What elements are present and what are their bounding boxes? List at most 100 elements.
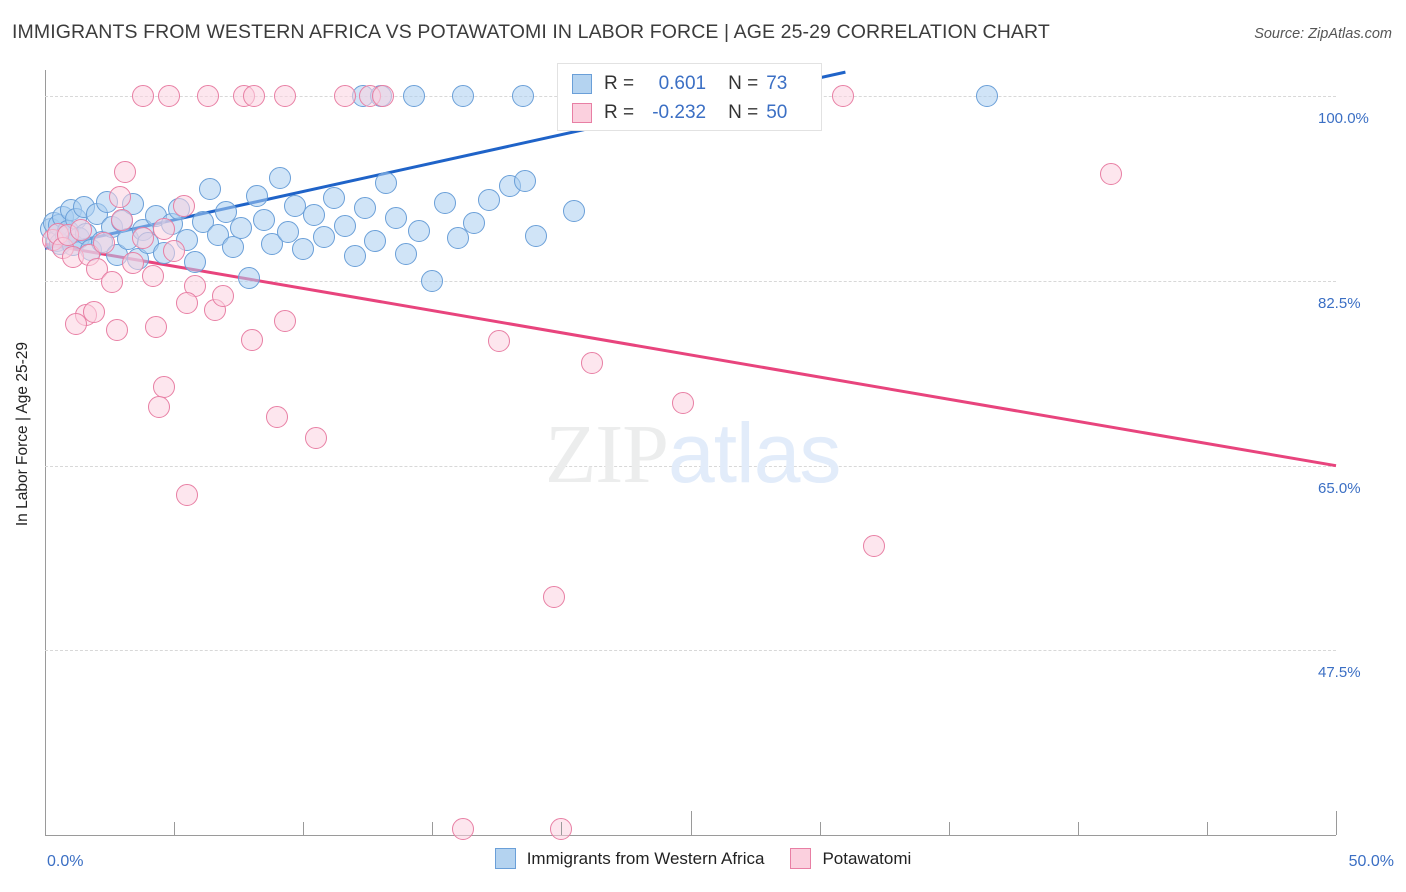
series-legend: Immigrants from Western Africa Potawatom… bbox=[0, 848, 1406, 869]
data-point[interactable] bbox=[191, 210, 214, 233]
data-point[interactable] bbox=[976, 85, 999, 108]
data-point[interactable] bbox=[132, 85, 155, 108]
data-point[interactable] bbox=[106, 318, 129, 341]
data-point[interactable] bbox=[145, 316, 168, 339]
data-point[interactable] bbox=[230, 217, 253, 240]
data-point[interactable] bbox=[563, 200, 586, 223]
data-point[interactable] bbox=[199, 178, 222, 201]
data-point[interactable] bbox=[253, 208, 276, 231]
data-point[interactable] bbox=[261, 233, 284, 256]
data-point[interactable] bbox=[83, 300, 106, 323]
data-point[interactable] bbox=[488, 330, 511, 353]
pink-n-label: N = bbox=[728, 101, 759, 123]
data-point[interactable] bbox=[196, 85, 219, 108]
data-point[interactable] bbox=[542, 585, 565, 608]
data-point[interactable] bbox=[305, 427, 328, 450]
data-point[interactable] bbox=[323, 186, 346, 209]
data-point[interactable] bbox=[452, 817, 475, 840]
x-axis-tick bbox=[45, 811, 46, 835]
data-point[interactable] bbox=[434, 191, 457, 214]
x-axis-tick bbox=[1206, 822, 1208, 835]
data-point[interactable] bbox=[333, 215, 356, 238]
legend-pink-swatch bbox=[790, 848, 812, 869]
data-point[interactable] bbox=[478, 188, 501, 211]
data-point[interactable] bbox=[183, 251, 206, 274]
data-point[interactable] bbox=[111, 208, 134, 231]
data-point[interactable] bbox=[176, 484, 198, 507]
data-point[interactable] bbox=[121, 252, 144, 275]
data-point[interactable] bbox=[276, 221, 299, 244]
data-point[interactable] bbox=[93, 232, 116, 255]
trend-line-pink bbox=[44, 242, 1337, 468]
y-axis-tick-label: 82.5% bbox=[1318, 295, 1361, 313]
data-point[interactable] bbox=[421, 270, 444, 293]
data-point[interactable] bbox=[354, 197, 377, 220]
trend-lines bbox=[44, 70, 1337, 468]
data-point[interactable] bbox=[142, 264, 165, 287]
pink-series-swatch bbox=[572, 102, 592, 123]
data-point[interactable] bbox=[245, 184, 268, 207]
pink-r-label: R = bbox=[604, 101, 635, 123]
data-point[interactable] bbox=[243, 85, 266, 108]
x-axis-max-label: 50.0% bbox=[1348, 853, 1394, 870]
legend-item-blue[interactable]: Immigrants from Western Africa bbox=[494, 848, 764, 869]
data-point[interactable] bbox=[408, 220, 431, 243]
data-point[interactable] bbox=[671, 392, 694, 415]
data-point[interactable] bbox=[240, 329, 263, 352]
data-point[interactable] bbox=[395, 242, 418, 265]
blue-n-label: N = bbox=[728, 72, 759, 94]
gridline bbox=[45, 465, 1336, 467]
stats-row-pink: R = -0.232 N = 50 bbox=[572, 98, 821, 127]
data-point[interactable] bbox=[147, 395, 170, 418]
data-point[interactable] bbox=[372, 85, 395, 108]
legend-pink-label: Potawatomi bbox=[822, 848, 912, 868]
data-point[interactable] bbox=[132, 226, 155, 249]
data-point[interactable] bbox=[108, 185, 131, 208]
plot-area bbox=[40, 70, 1337, 840]
data-point[interactable] bbox=[70, 219, 93, 242]
data-point[interactable] bbox=[152, 375, 175, 398]
data-point[interactable] bbox=[64, 313, 87, 336]
legend-item-pink[interactable]: Potawatomi bbox=[790, 848, 911, 869]
data-point[interactable] bbox=[333, 85, 356, 108]
data-point[interactable] bbox=[312, 225, 335, 248]
data-point[interactable] bbox=[374, 171, 397, 194]
data-point[interactable] bbox=[462, 212, 485, 234]
data-point[interactable] bbox=[237, 266, 260, 289]
x-axis-line bbox=[45, 835, 1336, 836]
data-point[interactable] bbox=[831, 85, 854, 108]
data-point[interactable] bbox=[447, 226, 470, 249]
data-point[interactable] bbox=[114, 161, 137, 184]
data-point[interactable] bbox=[152, 218, 175, 241]
data-point[interactable] bbox=[274, 310, 297, 333]
page-title: IMMIGRANTS FROM WESTERN AFRICA VS POTAWA… bbox=[12, 21, 1050, 43]
data-point[interactable] bbox=[266, 406, 289, 429]
data-point[interactable] bbox=[385, 206, 408, 229]
data-point[interactable] bbox=[176, 292, 198, 315]
data-point[interactable] bbox=[524, 224, 547, 247]
data-point[interactable] bbox=[274, 85, 297, 108]
data-point[interactable] bbox=[862, 534, 885, 557]
data-point[interactable] bbox=[514, 169, 537, 192]
data-point[interactable] bbox=[403, 85, 426, 108]
data-point[interactable] bbox=[302, 203, 325, 226]
data-point[interactable] bbox=[364, 229, 387, 252]
data-point[interactable] bbox=[101, 271, 124, 294]
data-point[interactable] bbox=[163, 240, 186, 263]
data-point[interactable] bbox=[452, 85, 475, 108]
stats-row-blue: R = 0.601 N = 73 bbox=[572, 69, 821, 98]
data-point[interactable] bbox=[268, 166, 291, 189]
data-point[interactable] bbox=[214, 201, 237, 224]
data-point[interactable] bbox=[173, 195, 196, 218]
data-point[interactable] bbox=[581, 352, 604, 375]
data-point[interactable] bbox=[511, 85, 534, 108]
data-point[interactable] bbox=[1100, 163, 1123, 186]
data-point[interactable] bbox=[292, 238, 315, 261]
x-axis-tick bbox=[303, 822, 305, 835]
data-point[interactable] bbox=[343, 244, 366, 267]
data-point[interactable] bbox=[212, 284, 235, 307]
x-axis-tick bbox=[948, 822, 950, 835]
data-point[interactable] bbox=[157, 85, 180, 108]
x-axis-tick bbox=[174, 822, 176, 835]
x-axis-tick bbox=[1336, 811, 1337, 835]
